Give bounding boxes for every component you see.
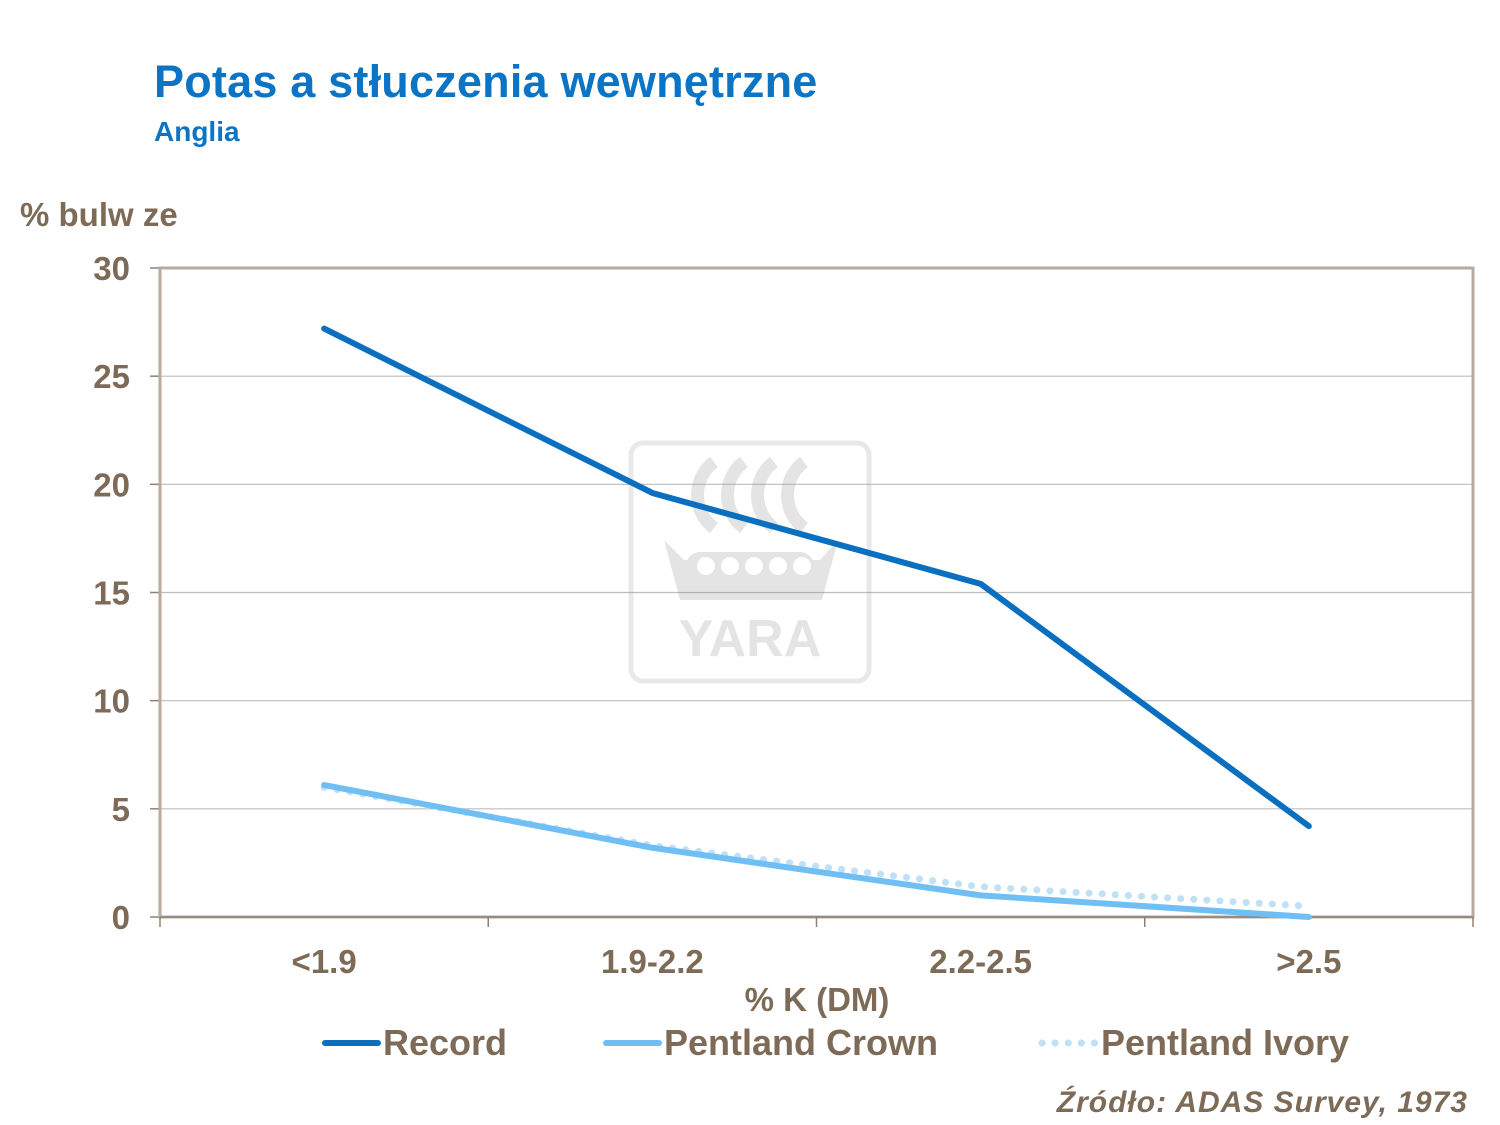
chart-subtitle: Anglia: [154, 116, 240, 147]
y-axis-label: % bulw ze: [20, 196, 178, 233]
yara-logo-watermark: YARA: [628, 440, 872, 684]
x-axis-label: % K (DM): [745, 981, 890, 1018]
x-tick-label: >2.5: [1276, 943, 1341, 980]
series-line-pentland-ivory: [320, 783, 1313, 910]
source-note: Źródło: ADAS Survey, 1973: [1056, 1086, 1468, 1119]
y-tick-label: 30: [93, 250, 130, 287]
y-tick-label: 25: [93, 358, 130, 395]
gridlines: [160, 375, 1473, 810]
legend: Record Pentland Crown Pentland Ivory: [322, 1022, 1349, 1063]
x-tick-label: <1.9: [292, 943, 357, 980]
series-line-record: [321, 325, 1312, 830]
y-tick-label: 20: [93, 466, 130, 503]
y-tick-label: 15: [93, 575, 130, 612]
y-tick-label: 5: [112, 791, 130, 828]
x-tick-label: 1.9-2.2: [601, 943, 704, 980]
series-line-pentland-crown: [321, 782, 1312, 920]
legend-label: Pentland Ivory: [1101, 1022, 1349, 1063]
watermark-text: YARA: [679, 610, 822, 668]
x-tick-label: 2.2-2.5: [929, 943, 1032, 980]
y-tick-label: 10: [93, 683, 130, 720]
axes: 0 5 10 15 20 25 30 <1.9 1.9-2.2 2.2-2.5 >2.5: [93, 250, 1475, 980]
chart-title: Potas a stłuczenia wewnętrzne: [154, 56, 818, 107]
y-tick-label: 0: [112, 899, 130, 936]
series-lines: [320, 325, 1313, 920]
legend-label: Pentland Crown: [664, 1022, 938, 1063]
legend-label: Record: [383, 1022, 507, 1063]
